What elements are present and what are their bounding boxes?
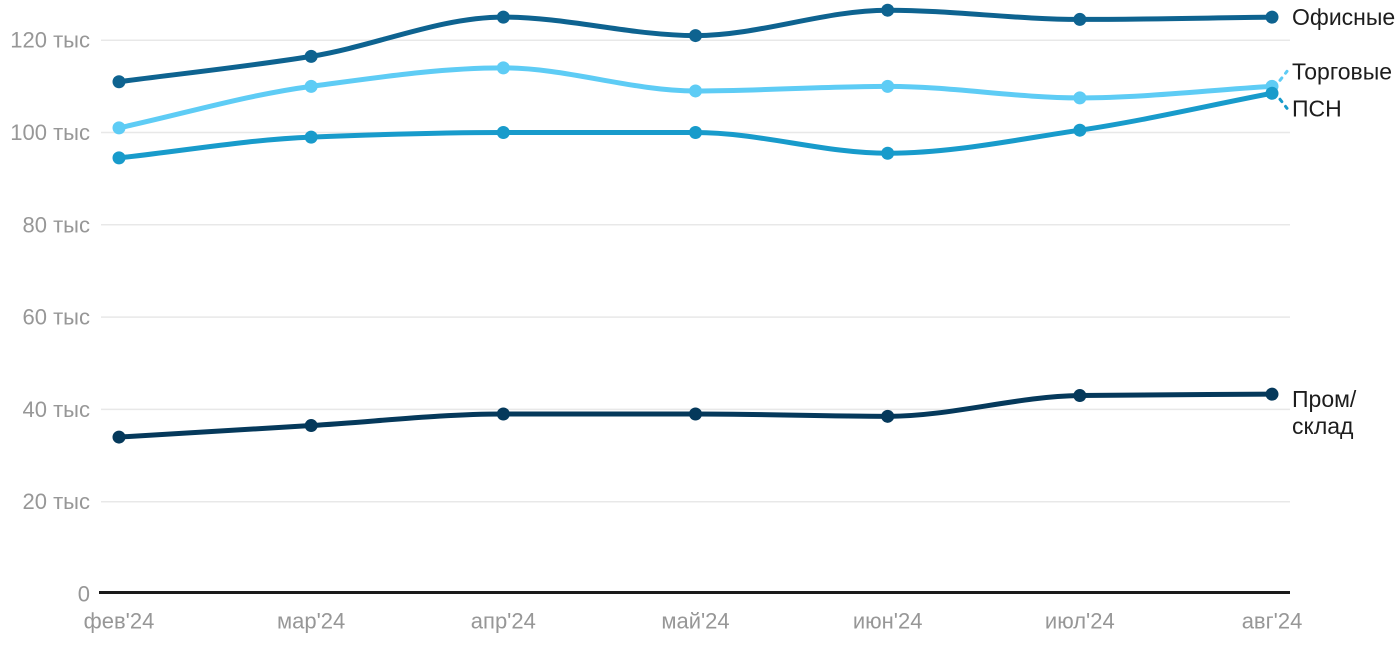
series-industrial: Пром/склад — [112, 386, 1357, 444]
series-retail: Торговые — [112, 58, 1392, 135]
data-point[interactable] — [1265, 387, 1279, 401]
series-line-psn — [116, 90, 1275, 161]
data-point[interactable] — [689, 84, 702, 98]
data-point[interactable] — [689, 126, 702, 139]
data-point[interactable] — [689, 29, 702, 43]
series-label-offices: Офисные — [1292, 4, 1395, 30]
x-tick-label: июл'24 — [1045, 609, 1115, 634]
data-point[interactable] — [112, 430, 126, 444]
y-tick-label: 40 тыс — [23, 397, 90, 422]
y-tick-label: 100 тыс — [10, 120, 90, 145]
data-point[interactable] — [881, 146, 895, 160]
x-tick-label: фев'24 — [84, 609, 155, 634]
y-axis-labels: 0 20 тыс 40 тыс 60 тыс 80 тыс 100 тыс 120 тыс — [10, 28, 90, 607]
data-point[interactable] — [1265, 10, 1279, 24]
data-point[interactable] — [689, 407, 702, 421]
x-axis-labels: фев'24 мар'24 апр'24 май'24 июн'24 июл'24 авг'… — [84, 609, 1303, 634]
data-point[interactable] — [496, 61, 510, 75]
gridlines — [101, 39, 1290, 503]
x-tick-label: июн'24 — [853, 609, 923, 634]
data-point[interactable] — [304, 130, 318, 144]
data-point[interactable] — [112, 121, 126, 135]
y-tick-label: 0 — [78, 582, 90, 607]
series-label-retail: Торговые — [1292, 58, 1392, 84]
data-point[interactable] — [112, 151, 126, 165]
y-tick-label: 60 тыс — [23, 305, 90, 330]
data-point[interactable] — [881, 409, 895, 423]
series-line-retail — [116, 65, 1275, 131]
data-point[interactable] — [304, 49, 318, 63]
x-tick-label: авг'24 — [1242, 609, 1303, 634]
data-point[interactable] — [304, 79, 318, 93]
x-tick-label: май'24 — [661, 609, 729, 634]
data-point[interactable] — [1073, 12, 1087, 26]
data-point[interactable] — [881, 3, 895, 17]
data-point[interactable] — [304, 419, 318, 433]
data-point[interactable] — [1073, 91, 1087, 105]
x-tick-label: мар'24 — [277, 609, 345, 634]
series-label-industrial: Пром/ — [1292, 386, 1357, 412]
data-point[interactable] — [1073, 389, 1087, 403]
label-leader-line — [1278, 97, 1289, 110]
x-tick-label: апр'24 — [471, 609, 536, 634]
data-point[interactable] — [496, 126, 510, 139]
data-point[interactable] — [496, 10, 510, 24]
series-offices: Офисные — [112, 3, 1395, 89]
y-tick-label: 80 тыс — [23, 212, 90, 237]
data-point[interactable] — [496, 407, 510, 421]
series-psn: ПСН — [112, 86, 1342, 165]
data-point[interactable] — [112, 75, 126, 89]
data-point[interactable] — [1073, 123, 1087, 137]
y-tick-label: 20 тыс — [23, 489, 90, 514]
series-label-psn: ПСН — [1292, 95, 1342, 121]
label-leader-line — [1278, 69, 1289, 82]
y-tick-label: 120 тыс — [10, 28, 90, 53]
data-point[interactable] — [881, 79, 895, 93]
series-line-offices — [116, 7, 1275, 85]
series-label-industrial: склад — [1292, 413, 1354, 439]
data-point[interactable] — [1265, 86, 1279, 100]
